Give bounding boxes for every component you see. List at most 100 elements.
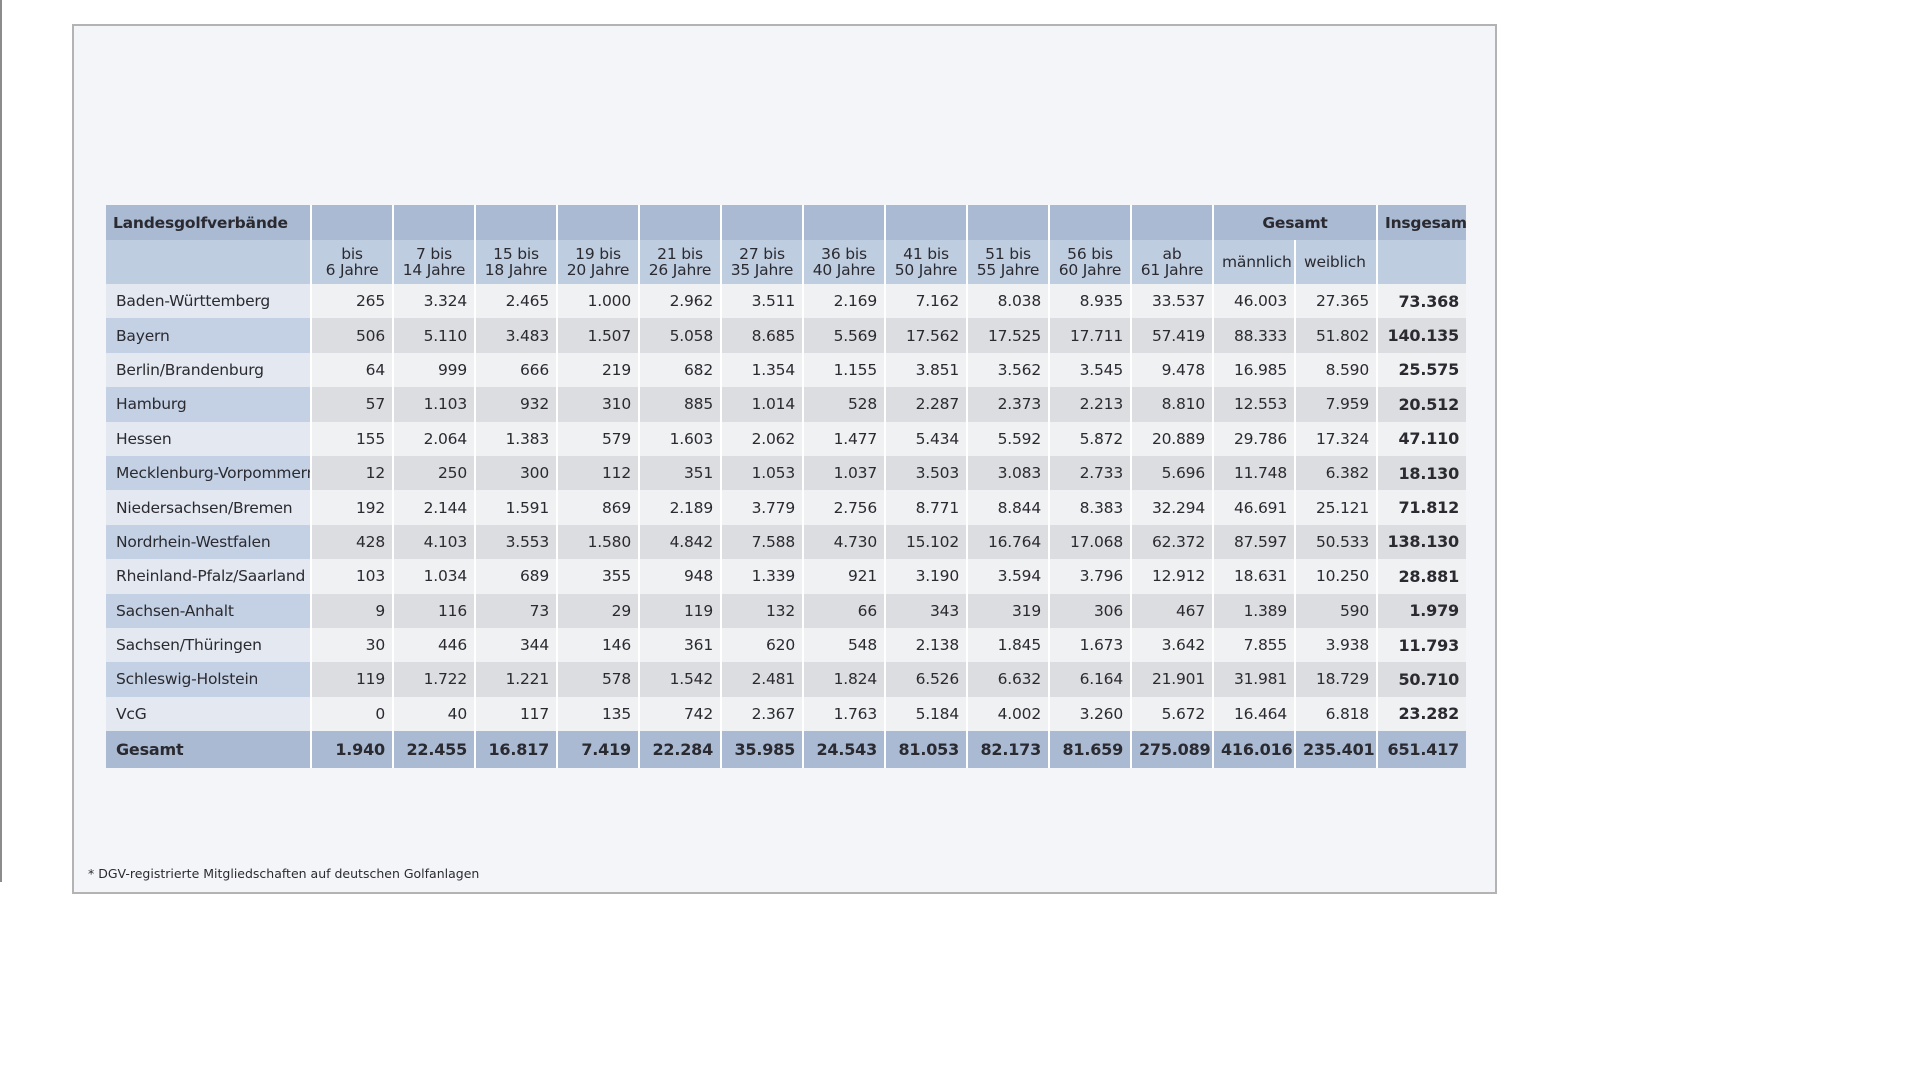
value-cell: 3.594 [967,559,1050,594]
age-group-line2: 50 Jahre [894,261,958,279]
value-cell: 103 [311,559,394,594]
value-cell: 3.483 [475,318,558,353]
region-name: Schleswig-Holstein [106,662,312,697]
value-cell: 1.845 [967,627,1050,663]
value-cell: 682 [639,352,722,388]
value-cell: 50.533 [1295,524,1378,560]
row-total-cell: 18.130 [1377,455,1466,491]
value-cell: 5.592 [967,421,1050,456]
header-blank-cell [639,205,722,240]
header-blank-cell [475,205,558,240]
value-cell: 3.545 [1049,352,1132,388]
total-value-cell: 82.173 [967,731,1050,769]
value-cell: 64 [311,352,394,388]
value-cell: 5.696 [1131,455,1214,491]
value-cell: 446 [393,627,476,663]
value-cell: 869 [557,490,640,525]
age-group-line1: 27 bis [739,245,785,263]
value-cell: 2.733 [1049,455,1132,491]
age-group-line1: bis [341,245,363,263]
value-cell: 31.981 [1213,662,1296,697]
value-cell: 2.213 [1049,387,1132,422]
age-group-header: 21 bis 26 Jahre [639,240,722,284]
value-cell: 1.763 [803,696,886,732]
region-name: Sachsen-Anhalt [106,593,312,628]
row-total-cell: 20.512 [1377,387,1466,422]
age-group-line2: 26 Jahre [648,261,712,279]
age-group-line2: 55 Jahre [976,261,1040,279]
value-cell: 15.102 [885,524,968,560]
value-cell: 300 [475,455,558,491]
table-row: Sachsen-Anhalt 9 116 73 29 119 132 66 343 319 306 4… [106,593,1466,628]
value-cell: 3.642 [1131,627,1214,663]
header-blank-cell [721,205,804,240]
value-cell: 1.477 [803,421,886,456]
value-cell: 9.478 [1131,352,1214,388]
value-cell: 8.685 [721,318,804,353]
value-cell: 355 [557,559,640,594]
value-cell: 2.144 [393,490,476,525]
value-cell: 885 [639,387,722,422]
value-cell: 306 [1049,593,1132,628]
value-cell: 146 [557,627,640,663]
value-cell: 25.121 [1295,490,1378,525]
total-value-cell: 275.089 [1131,731,1214,769]
row-total-cell: 140.135 [1377,318,1466,353]
total-value-cell: 235.401 [1295,731,1378,769]
value-cell: 17.525 [967,318,1050,353]
region-name: Bayern [106,318,312,353]
age-group-line2: 20 Jahre [566,261,630,279]
age-group-line2: 14 Jahre [402,261,466,279]
age-group-header: 19 bis 20 Jahre [557,240,640,284]
value-cell: 1.339 [721,559,804,594]
value-cell: 8.383 [1049,490,1132,525]
total-value-cell: 22.284 [639,731,722,769]
value-cell: 11.748 [1213,455,1296,491]
region-name: Rheinland-Pfalz/Saarland [106,559,312,594]
header-row-main: Landesgolfverbände Gesamt Insgesamt [106,205,1466,240]
age-group-line2: 61 Jahre [1140,261,1204,279]
age-group-line1: ab [1162,245,1182,263]
table-row: Bayern 506 5.110 3.483 1.507 5.058 8.685 5.569 1… [106,318,1466,353]
value-cell: 46.003 [1213,284,1296,319]
header-blank-cell [557,205,640,240]
region-name: Niedersachsen/Bremen [106,490,312,525]
value-cell: 1.591 [475,490,558,525]
value-cell: 1.507 [557,318,640,353]
age-group-header: 41 bis 50 Jahre [885,240,968,284]
value-cell: 3.779 [721,490,804,525]
value-cell: 6.164 [1049,662,1132,697]
value-cell: 1.383 [475,421,558,456]
value-cell: 18.631 [1213,559,1296,594]
age-group-header: 27 bis 35 Jahre [721,240,804,284]
table-body: Baden-Württemberg 265 3.324 2.465 1.000 2.962… [106,284,1466,732]
value-cell: 3.083 [967,455,1050,491]
value-cell: 1.603 [639,421,722,456]
membership-table: Landesgolfverbände Gesamt Insgesamt bis 6… [106,205,1466,769]
value-cell: 548 [803,627,886,663]
value-cell: 1.103 [393,387,476,422]
value-cell: 506 [311,318,394,353]
value-cell: 40 [393,696,476,732]
value-cell: 5.184 [885,696,968,732]
row-total-cell: 47.110 [1377,421,1466,456]
value-cell: 4.002 [967,696,1050,732]
value-cell: 8.590 [1295,352,1378,388]
age-group-header: bis 6 Jahre [311,240,394,284]
value-cell: 46.691 [1213,490,1296,525]
total-value-cell: 24.543 [803,731,886,769]
total-value-cell: 1.940 [311,731,394,769]
table-row: Mecklenburg-Vorpommern 12 250 300 112 351 1.05… [106,455,1466,491]
header-row-sub: bis 6 Jahre 7 bis 14 Jahre 15 bis 18 Jahre 19 … [106,240,1466,284]
value-cell: 8.844 [967,490,1050,525]
age-group-line1: 56 bis [1067,245,1113,263]
value-cell: 6.818 [1295,696,1378,732]
header-blank-cell [393,205,476,240]
value-cell: 921 [803,559,886,594]
value-cell: 17.562 [885,318,968,353]
value-cell: 1.053 [721,455,804,491]
value-cell: 250 [393,455,476,491]
value-cell: 57 [311,387,394,422]
table-row: VcG 0 40 117 135 742 2.367 1.763 5.184 4.002 3.260… [106,696,1466,732]
value-cell: 3.562 [967,352,1050,388]
